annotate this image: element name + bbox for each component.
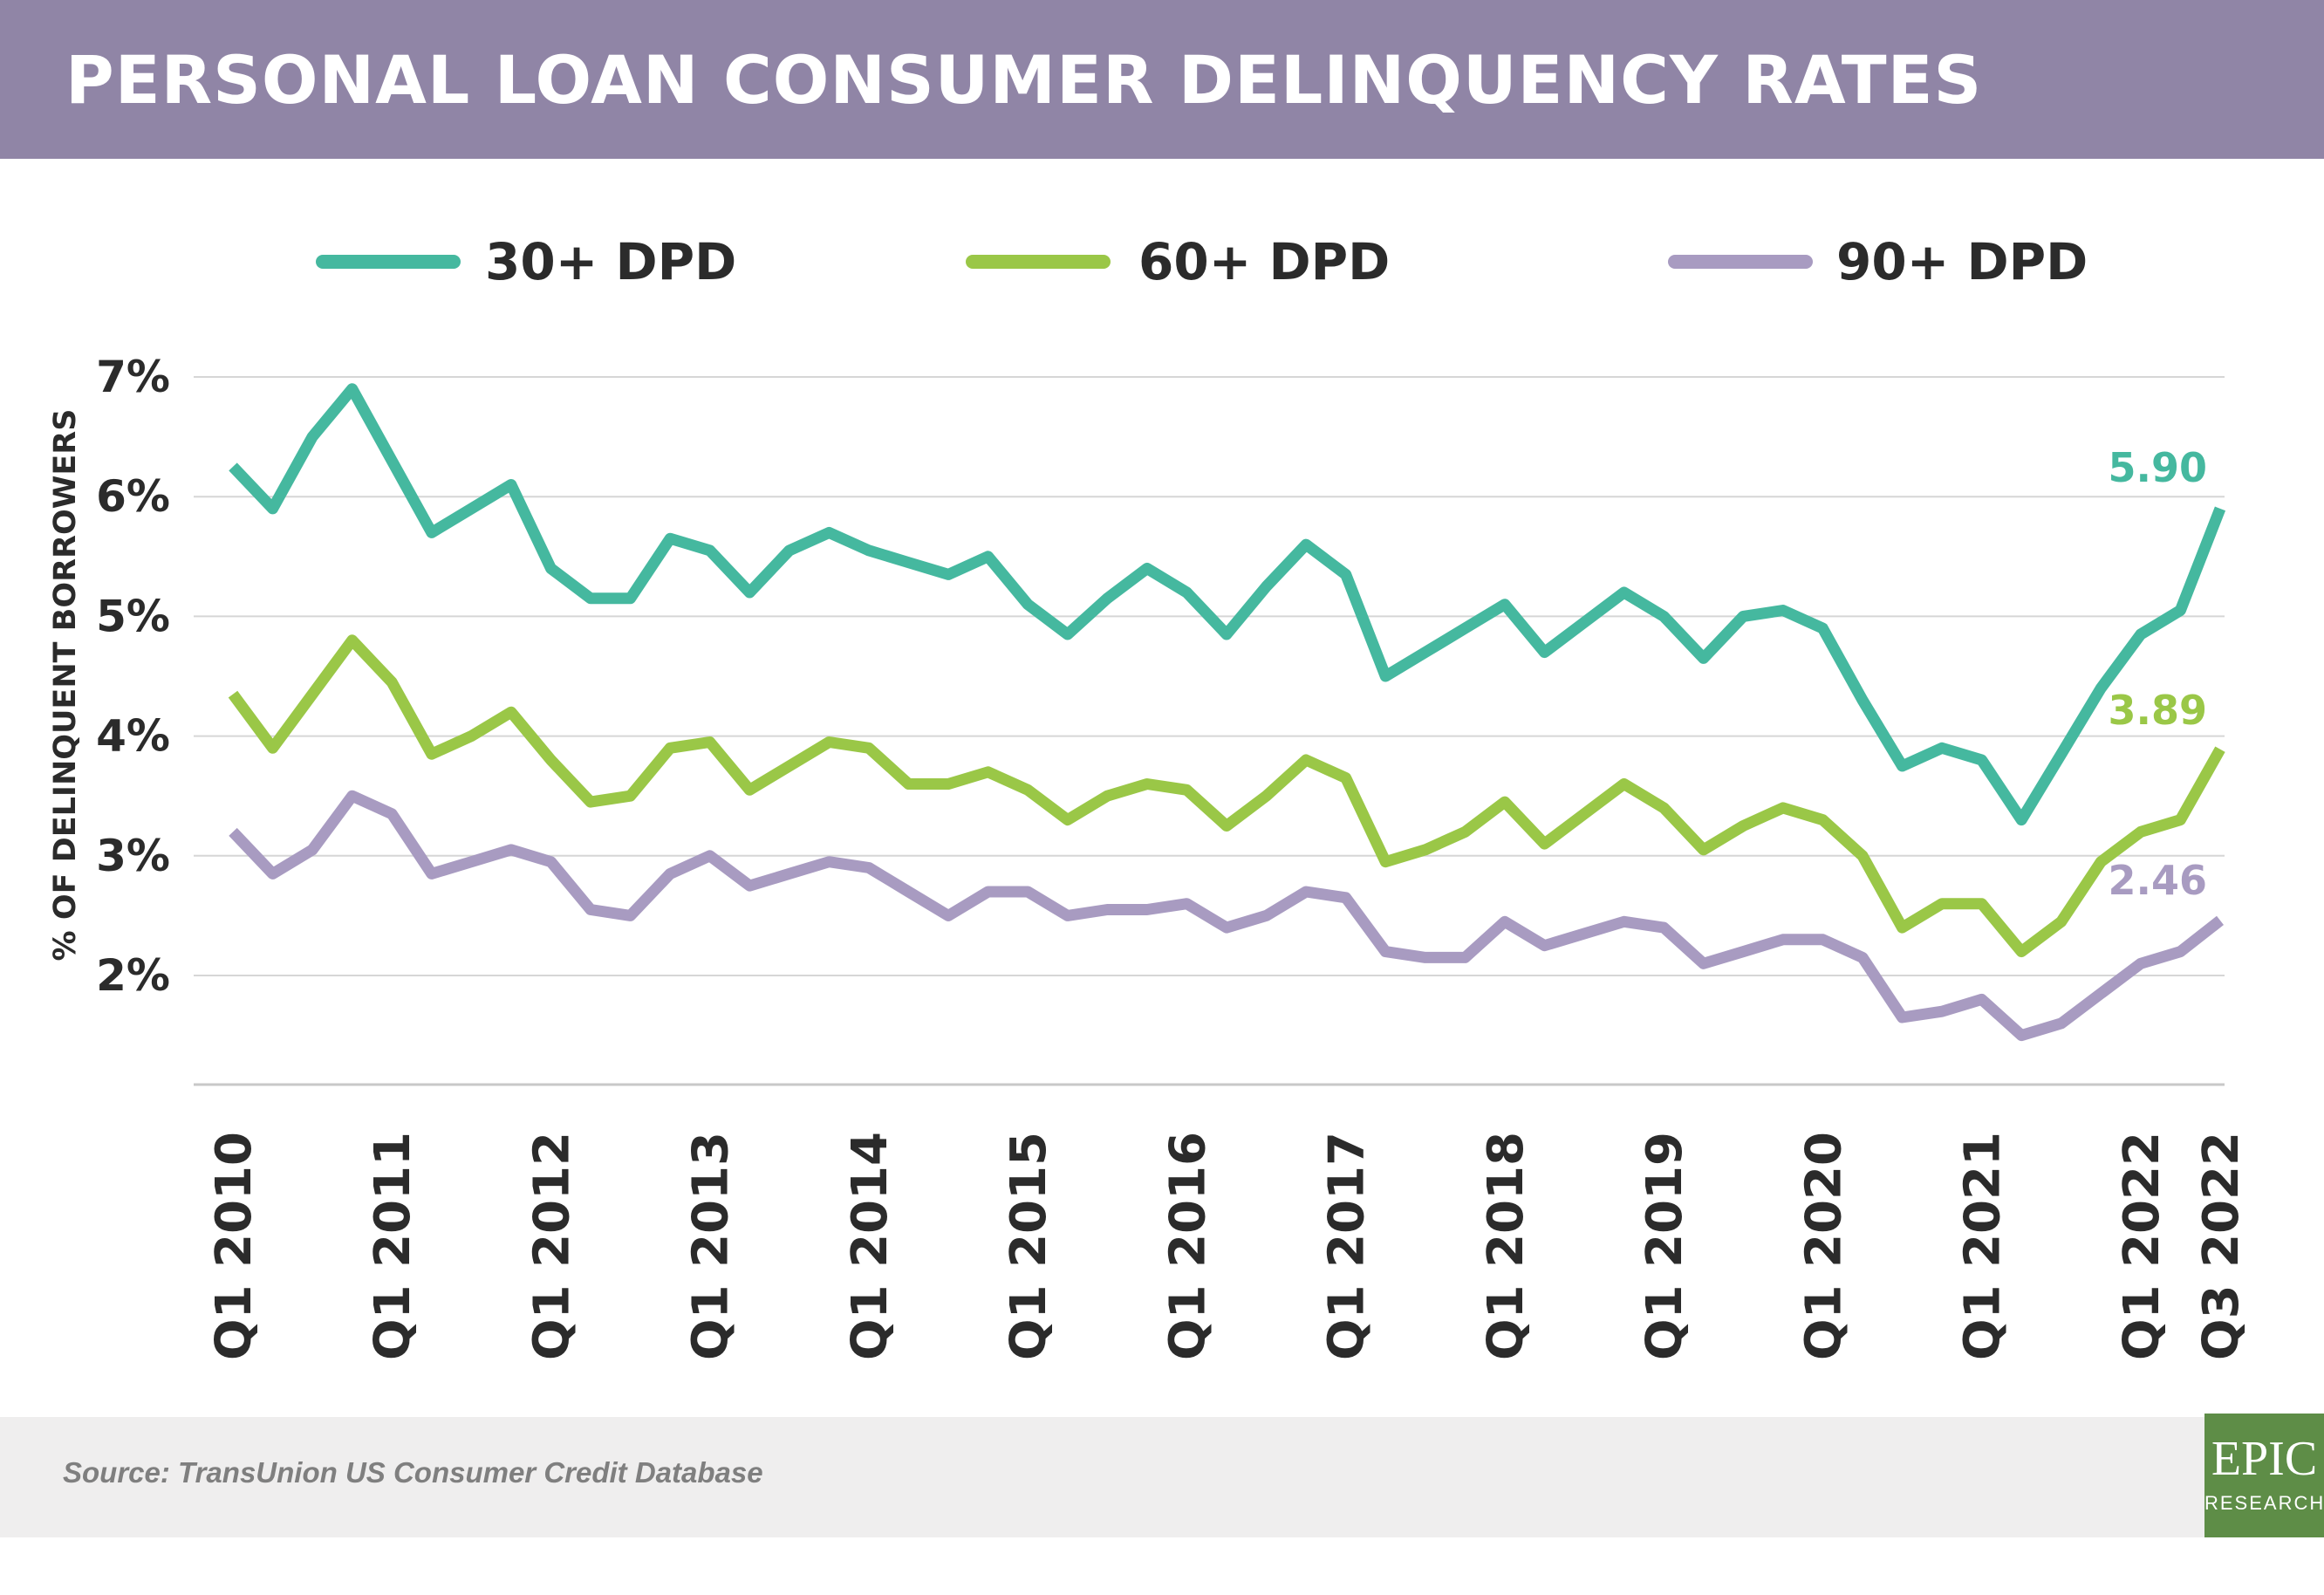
y-axis-label: % OF DELINQUENT BORROWERS (48, 409, 83, 962)
x-tick-label: Q1 2014 (842, 1132, 899, 1360)
x-tick-label: Q1 2011 (365, 1132, 421, 1360)
series-line (229, 383, 2226, 826)
logo-text-research: RESEARCH (2204, 1492, 2324, 1514)
y-tick-label: 7% (96, 352, 170, 402)
y-tick-label: 3% (96, 831, 170, 881)
footer-bar: Source: TransUnion US Consumer Credit Da… (0, 1417, 2324, 1537)
legend-label: 30+ DPD (485, 232, 736, 291)
x-tick-label: Q1 2017 (1319, 1132, 1376, 1360)
logo-text-epic: EPIC (2211, 1432, 2318, 1486)
series-end-label: 5.90 (2109, 444, 2208, 491)
y-tick-label: 6% (96, 471, 170, 522)
y-tick-label: 2% (96, 950, 170, 1001)
series-end-label: 3.89 (2109, 687, 2208, 734)
series-line (228, 634, 2225, 958)
series-line (229, 790, 2225, 1042)
x-tick-label: Q1 2019 (1637, 1132, 1693, 1360)
x-tick-label: Q1 2015 (1001, 1132, 1057, 1360)
source-note: Source: TransUnion US Consumer Credit Da… (63, 1456, 763, 1489)
header-banner: PERSONAL LOAN CONSUMER DELINQUENCY RATES (0, 0, 2324, 159)
x-tick-label: Q3 2022 (2193, 1132, 2250, 1360)
epic-research-logo: EPIC RESEARCH (2204, 1414, 2324, 1537)
x-tick-label: Q1 2020 (1795, 1132, 1852, 1360)
legend-label: 90+ DPD (1836, 232, 2088, 291)
y-tick-label: 4% (96, 711, 170, 762)
line-chart: 2% 3% 4% 5% 6% 7% % OF DELINQUENT BORROWERS Q1 … (48, 232, 2250, 1360)
x-tick-label: Q1 2016 (1159, 1132, 1216, 1360)
x-tick-label: Q1 2021 (1955, 1132, 2012, 1360)
series-end-label: 2.46 (2109, 857, 2208, 904)
chart-title: PERSONAL LOAN CONSUMER DELINQUENCY RATES (65, 41, 1983, 119)
x-tick-label: Q1 2022 (2114, 1132, 2170, 1360)
x-tick-label: Q1 2013 (683, 1132, 740, 1360)
x-tick-label: Q1 2010 (206, 1132, 263, 1360)
x-tick-label: Q1 2012 (523, 1132, 580, 1360)
y-tick-label: 5% (96, 591, 170, 641)
legend-label: 60+ DPD (1138, 232, 1390, 291)
x-tick-label: Q1 2018 (1478, 1132, 1535, 1360)
